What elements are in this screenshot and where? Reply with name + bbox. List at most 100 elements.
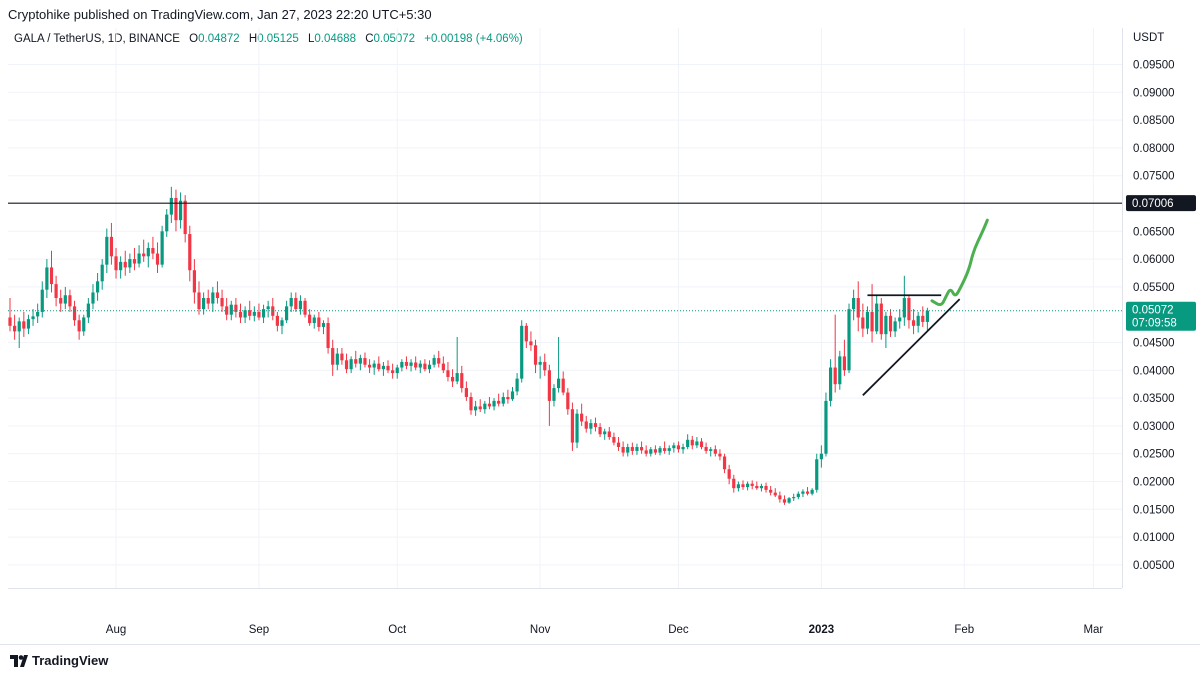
candle-body: [367, 364, 372, 368]
candle: [663, 441, 667, 454]
price-tick-label: 0.01500: [1133, 504, 1175, 516]
price-tick-label: 0.08500: [1133, 115, 1175, 127]
currency-label: USDT: [1133, 32, 1164, 44]
candle-body: [142, 253, 146, 257]
candle-body: [681, 447, 685, 450]
chart-grid: [8, 28, 1123, 589]
candle-body: [72, 306, 77, 321]
candle-body: [427, 364, 432, 370]
candle: [787, 497, 791, 504]
candle-body: [667, 448, 671, 451]
candle-body: [308, 314, 312, 324]
candle: [381, 361, 386, 376]
candle-body: [870, 311, 874, 332]
close-value: 0.05072: [373, 33, 416, 45]
candle-body: [188, 234, 192, 271]
candle-body: [676, 445, 681, 450]
candle-body: [54, 284, 58, 299]
candle-body: [566, 392, 570, 410]
candle-body: [879, 303, 883, 335]
candle-body: [612, 437, 616, 443]
candle-body: [280, 320, 284, 326]
candle-body: [335, 353, 339, 365]
candle-body: [331, 348, 335, 365]
candle: [704, 442, 708, 454]
candle-body: [589, 423, 593, 429]
candle-body: [243, 310, 247, 318]
candle: [363, 352, 367, 368]
candle: [192, 259, 196, 304]
candle-body: [8, 317, 12, 326]
candle-body: [220, 298, 224, 307]
candle: [561, 371, 565, 396]
time-tick-label: 2023: [809, 624, 835, 636]
price-tick-label: 0.05500: [1133, 282, 1175, 294]
candle-body: [561, 378, 565, 393]
candle: [801, 489, 805, 498]
candle: [902, 275, 906, 326]
candle-body: [252, 311, 256, 316]
candle-body: [925, 310, 929, 322]
candle: [497, 393, 501, 407]
last-price-badge: [1126, 301, 1196, 331]
candle: [630, 442, 634, 455]
symbol-legend: GALA / TetherUS, 1D, BINANCE O0.04872 H0…: [14, 33, 523, 45]
candle: [225, 298, 229, 321]
candle: [229, 300, 233, 321]
candle: [395, 364, 399, 379]
price-tick-label: 0.01000: [1133, 532, 1175, 544]
candle: [755, 481, 759, 490]
candle: [215, 281, 220, 304]
candle: [884, 311, 888, 349]
candle: [925, 307, 929, 333]
candle-body: [884, 315, 888, 335]
candle-body: [718, 453, 722, 457]
candle: [423, 359, 427, 372]
candle: [796, 491, 800, 500]
candle: [414, 356, 418, 371]
time-tick-label: Feb: [954, 624, 974, 636]
candle: [580, 403, 584, 426]
candle-body: [132, 259, 137, 264]
candle-body: [192, 270, 196, 293]
candle: [211, 286, 215, 312]
candle: [146, 242, 150, 268]
candle: [464, 381, 468, 401]
candle: [778, 491, 782, 503]
candle: [681, 443, 685, 454]
candle: [907, 295, 911, 329]
candle-body: [750, 483, 754, 486]
price-chart[interactable]: 0.09500 0.09000 0.08500 0.08000 0.07500 0.065…: [0, 0, 1200, 644]
tradingview-brand[interactable]: TradingView: [10, 653, 108, 668]
time-tick-label: Aug: [106, 624, 126, 636]
candle-body: [114, 256, 118, 271]
time-tick-label: Dec: [668, 624, 689, 636]
candle-body: [533, 345, 538, 365]
candle-body: [852, 298, 856, 310]
candle-body: [921, 315, 925, 322]
candle: [888, 309, 893, 337]
candle-body: [183, 200, 187, 235]
candle-body: [828, 367, 833, 401]
candle-body: [450, 376, 455, 382]
candle-body: [838, 356, 842, 385]
candle-body: [395, 367, 399, 374]
candle: [474, 400, 478, 416]
symbol-name[interactable]: GALA / TetherUS, 1D, BINANCE: [14, 33, 180, 45]
candle-body: [119, 261, 123, 271]
candle: [91, 284, 95, 310]
open-label: O: [189, 33, 199, 45]
price-axis[interactable]: 0.09500 0.09000 0.08500 0.08000 0.07500 0.065…: [1126, 32, 1196, 572]
candle-body: [769, 489, 773, 493]
time-axis[interactable]: Aug Sep Oct Nov Dec 2023 Feb Mar: [106, 624, 1104, 636]
candle-body: [543, 361, 547, 371]
candle-body: [317, 317, 321, 327]
candle-body: [865, 311, 870, 329]
candle: [667, 445, 671, 455]
candle: [501, 392, 505, 407]
candle: [639, 441, 644, 454]
candle: [584, 415, 588, 433]
candle: [275, 311, 279, 332]
candle-body: [354, 359, 358, 364]
candle: [718, 449, 722, 461]
